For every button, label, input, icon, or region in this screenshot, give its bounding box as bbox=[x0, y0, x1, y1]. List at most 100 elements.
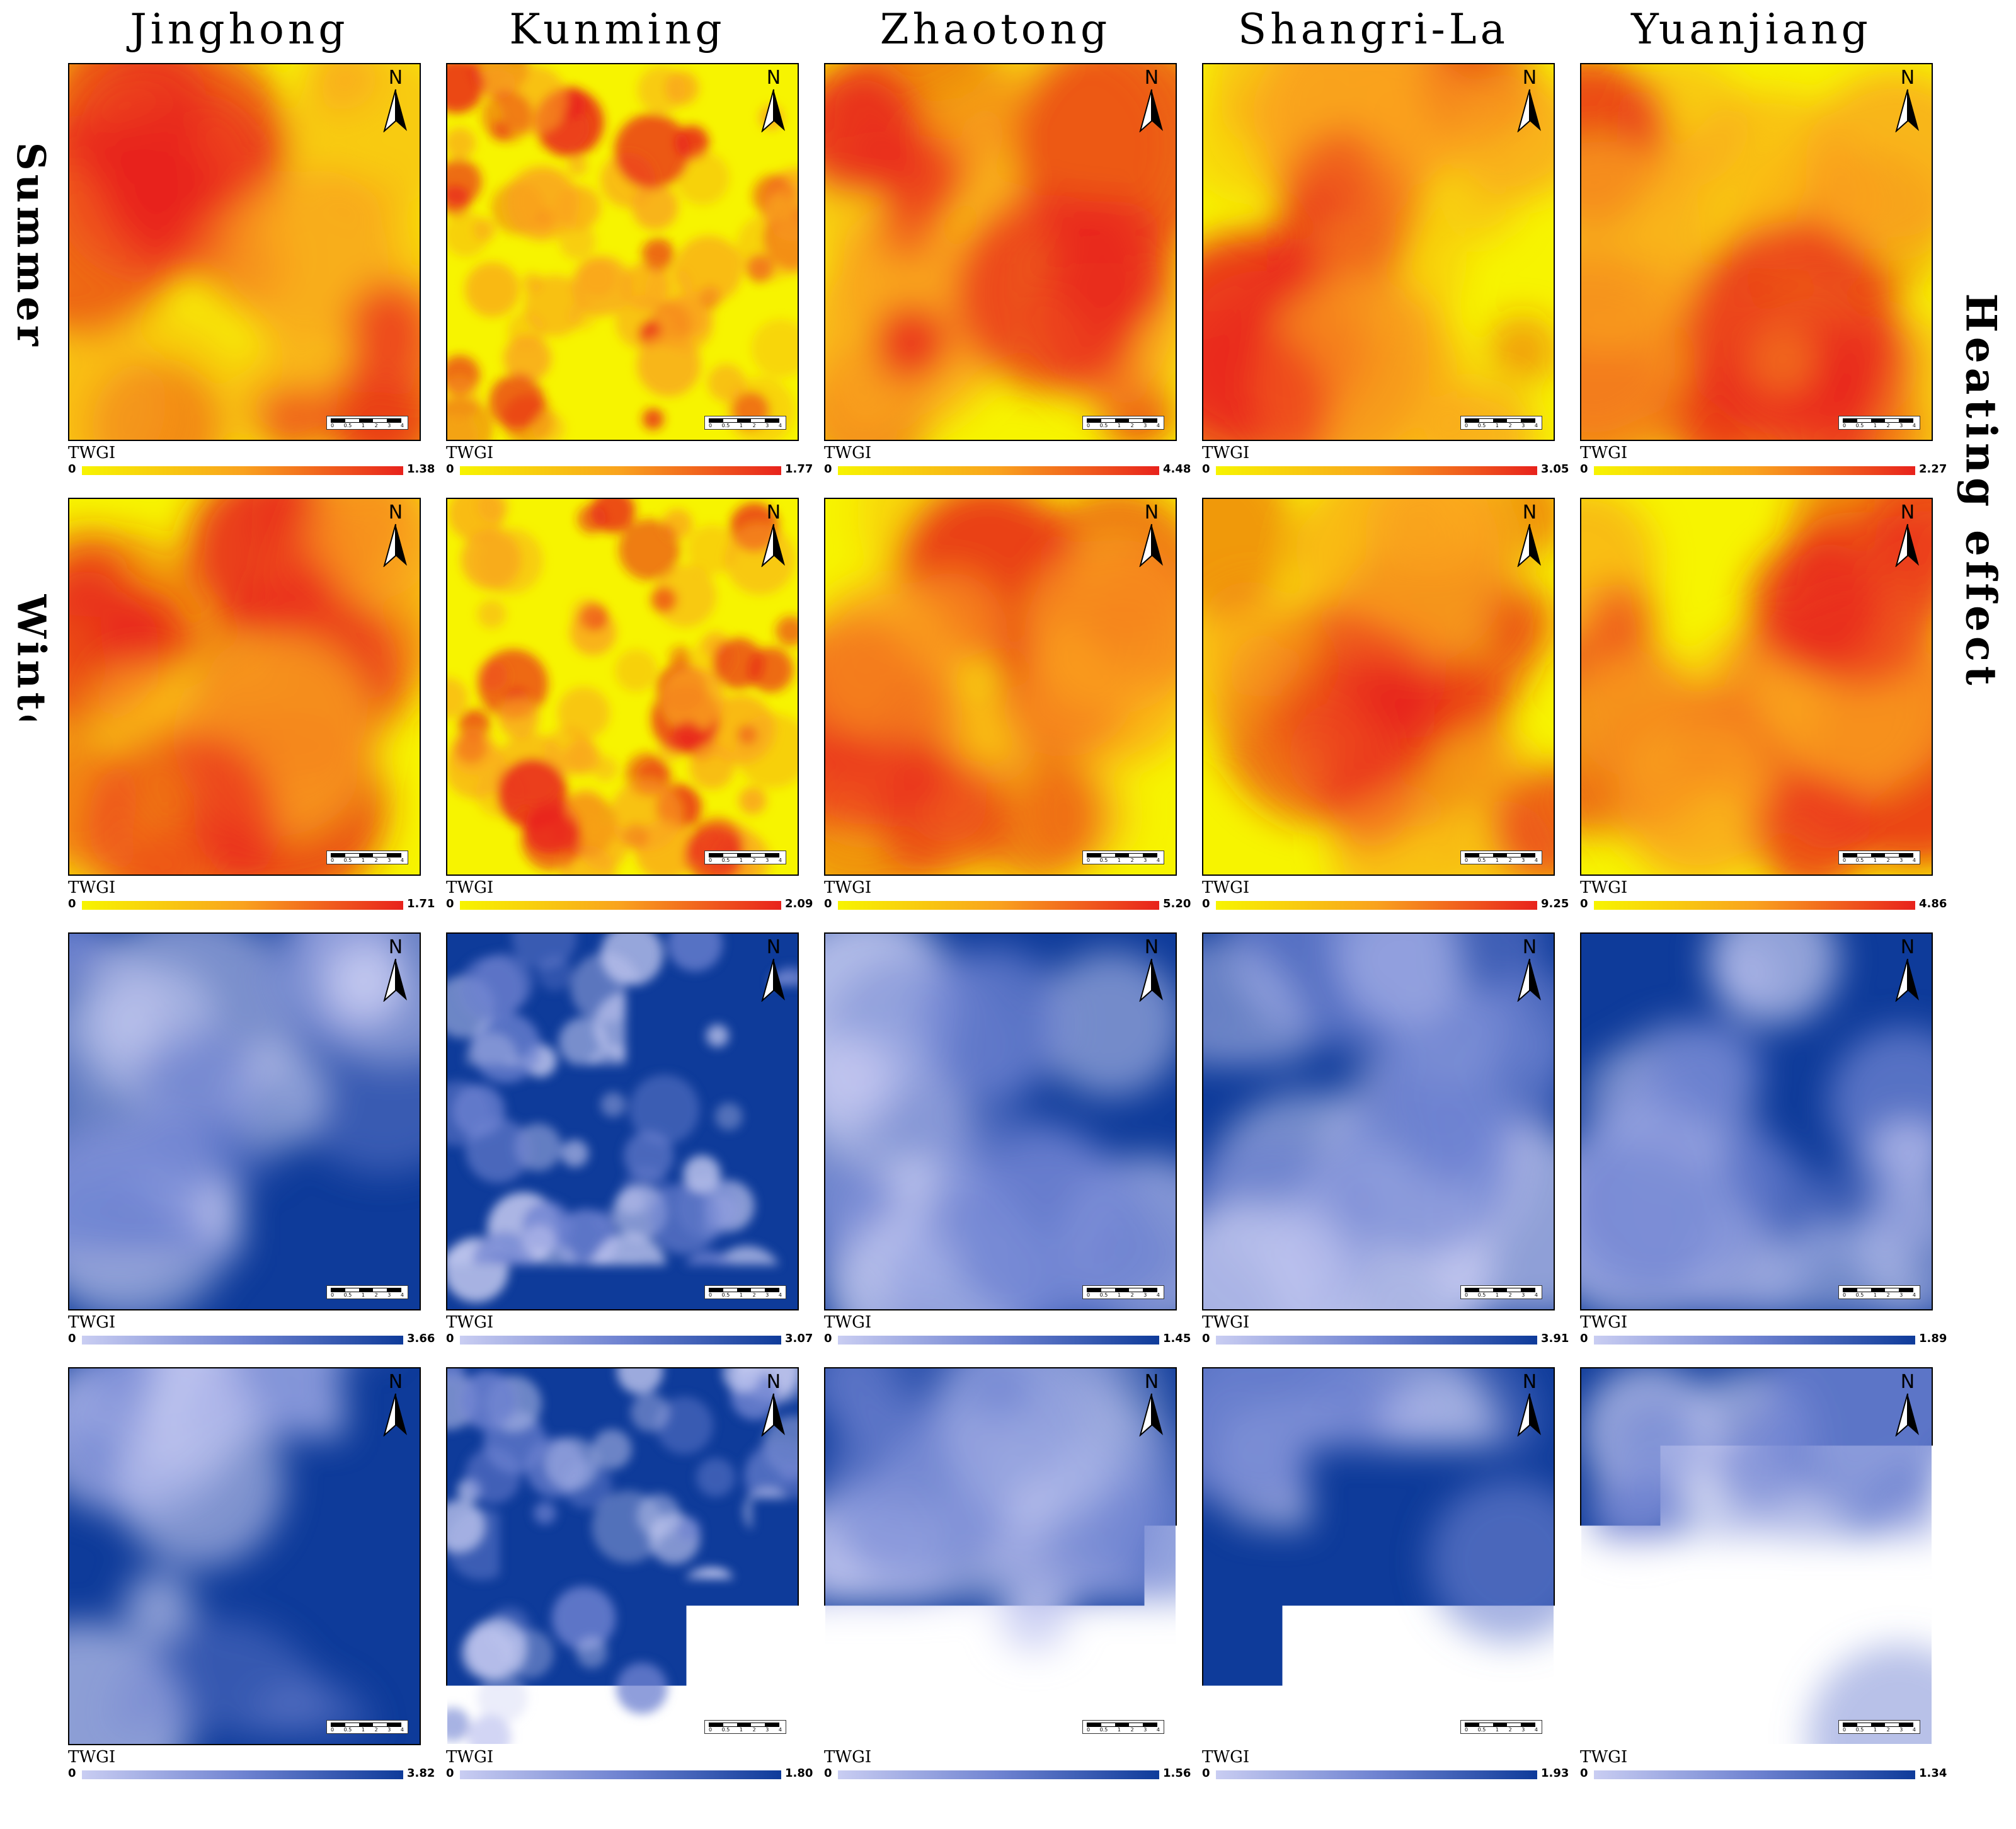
scale-tick-label: 3 bbox=[387, 1727, 391, 1733]
twgi-surface bbox=[825, 1368, 1176, 1744]
scale-tick-label: 0 bbox=[1087, 857, 1090, 863]
legend-color-ramp bbox=[1594, 1770, 1915, 1779]
scale-tick-label: 2 bbox=[1509, 857, 1512, 863]
legend-min: 0 bbox=[1580, 1332, 1588, 1345]
map-panel-jinghong-cooling-summer: N 0 0.5 1 2 3 4 TWGI 0 3.66 bbox=[68, 932, 427, 1310]
north-arrow-icon: N bbox=[1894, 937, 1922, 1007]
scale-tick-label: 1 bbox=[740, 1727, 743, 1733]
scale-tick-label: 1 bbox=[740, 423, 743, 428]
scale-tick-label: 2 bbox=[1509, 423, 1512, 428]
map-frame: N 0 0.5 1 2 3 4 bbox=[1202, 1367, 1555, 1745]
map-panel-jinghong-cooling-winter: N 0 0.5 1 2 3 4 TWGI 0 3.82 bbox=[68, 1367, 427, 1745]
map-panel-kunming-heating-summer: N 0 0.5 1 2 3 4 TWGI 0 1.77 bbox=[446, 63, 805, 441]
scale-tick-label: 1 bbox=[362, 1292, 365, 1298]
scale-tick-label: 4 bbox=[401, 423, 404, 428]
scale-bar: 0 0.5 1 2 3 4 bbox=[704, 416, 786, 430]
scale-bar: 0 0.5 1 2 3 4 bbox=[704, 851, 786, 864]
scale-tick-label: 3 bbox=[1899, 1727, 1903, 1733]
scale-tick-label: 1 bbox=[1118, 423, 1121, 428]
scale-tick-label: 4 bbox=[1535, 1727, 1538, 1733]
legend-color-ramp bbox=[460, 1336, 781, 1345]
twgi-surface bbox=[825, 934, 1176, 1309]
scale-tick-label: 3 bbox=[765, 423, 769, 428]
map-panel-kunming-cooling-winter: N 0 0.5 1 2 3 4 TWGI 0 1.80 bbox=[446, 1367, 805, 1745]
scale-tick-label: 4 bbox=[779, 1292, 782, 1298]
scale-tick-label: 0 bbox=[331, 1292, 334, 1298]
scale-tick-label: 4 bbox=[1157, 1292, 1160, 1298]
scale-tick-label: 1 bbox=[1496, 1292, 1499, 1298]
scale-tick-label: 3 bbox=[1521, 423, 1525, 428]
map-frame: N 0 0.5 1 2 3 4 bbox=[824, 498, 1177, 876]
legend-min: 0 bbox=[446, 1332, 454, 1345]
scale-tick-label: 3 bbox=[1899, 423, 1903, 428]
scale-tick-label: 2 bbox=[753, 1727, 756, 1733]
north-arrow-icon: N bbox=[1516, 937, 1544, 1007]
scale-tick-label: 4 bbox=[1913, 857, 1916, 863]
legend-title: TWGI bbox=[68, 878, 115, 897]
map-frame: N 0 0.5 1 2 3 4 bbox=[1580, 1367, 1933, 1745]
scale-tick-label: 0 bbox=[1465, 857, 1468, 863]
twgi-surface bbox=[825, 64, 1176, 440]
scale-tick-label: 0.5 bbox=[722, 857, 730, 863]
legend-max: 1.34 bbox=[1919, 1767, 1947, 1780]
scale-tick-label: 0.5 bbox=[1478, 857, 1486, 863]
scale-tick-label: 3 bbox=[765, 1727, 769, 1733]
north-arrow-icon: N bbox=[1138, 503, 1166, 572]
scale-bar: 0 0.5 1 2 3 4 bbox=[1460, 1285, 1542, 1299]
map-frame: N 0 0.5 1 2 3 4 bbox=[1580, 498, 1933, 876]
legend-color-ramp bbox=[838, 1770, 1159, 1779]
scale-tick-label: 2 bbox=[753, 423, 756, 428]
scale-tick-label: 0.5 bbox=[1100, 1292, 1108, 1298]
legend-max: 1.56 bbox=[1163, 1767, 1191, 1780]
legend-title: TWGI bbox=[446, 878, 493, 897]
scale-tick-label: 3 bbox=[1143, 857, 1147, 863]
map-frame: N 0 0.5 1 2 3 4 bbox=[68, 1367, 421, 1745]
scale-tick-label: 0.5 bbox=[344, 423, 352, 428]
scale-tick-label: 1 bbox=[1874, 857, 1877, 863]
legend-title: TWGI bbox=[1202, 878, 1249, 897]
twgi-surface bbox=[1581, 64, 1932, 440]
scale-tick-label: 0 bbox=[709, 857, 712, 863]
scale-tick-label: 1 bbox=[740, 1292, 743, 1298]
scale-bar: 0 0.5 1 2 3 4 bbox=[1838, 416, 1920, 430]
north-arrow-icon: N bbox=[1516, 68, 1544, 137]
scale-tick-label: 2 bbox=[1131, 423, 1134, 428]
twgi-surface bbox=[69, 499, 420, 874]
scale-tick-label: 0 bbox=[1465, 1292, 1468, 1298]
heating-effect-label: Heating effect bbox=[1947, 57, 2016, 926]
legend-color-ramp bbox=[1216, 1770, 1537, 1779]
scale-tick-label: 0.5 bbox=[722, 1727, 730, 1733]
legend-color-ramp bbox=[82, 1770, 403, 1779]
map-panel-shangri-la-heating-winter: N 0 0.5 1 2 3 4 TWGI 0 9.25 bbox=[1202, 498, 1561, 876]
scale-tick-label: 1 bbox=[1874, 1727, 1877, 1733]
map-frame: N 0 0.5 1 2 3 4 bbox=[446, 1367, 799, 1745]
scale-tick-label: 4 bbox=[1535, 1292, 1538, 1298]
legend-max: 4.48 bbox=[1163, 462, 1191, 476]
scale-tick-label: 2 bbox=[375, 857, 378, 863]
twgi-surface bbox=[1581, 1368, 1932, 1744]
north-arrow-icon: N bbox=[1516, 1372, 1544, 1442]
row-label-cooling-summer: Summer bbox=[0, 939, 63, 1292]
map-frame: N 0 0.5 1 2 3 4 bbox=[68, 498, 421, 876]
scale-bar: 0 0.5 1 2 3 4 bbox=[704, 1285, 786, 1299]
scale-tick-label: 0 bbox=[1087, 423, 1090, 428]
north-arrow-icon: N bbox=[1138, 937, 1166, 1007]
legend-max: 1.38 bbox=[407, 462, 435, 476]
scale-tick-label: 4 bbox=[1913, 1292, 1916, 1298]
row-label-cooling-winter: Winter bbox=[0, 1373, 63, 1726]
map-frame: N 0 0.5 1 2 3 4 bbox=[1202, 498, 1555, 876]
legend-title: TWGI bbox=[1580, 444, 1627, 462]
scale-tick-label: 1 bbox=[1118, 1292, 1121, 1298]
scale-tick-label: 4 bbox=[401, 1727, 404, 1733]
scale-tick-label: 0 bbox=[331, 423, 334, 428]
map-frame: N 0 0.5 1 2 3 4 bbox=[824, 63, 1177, 441]
scale-tick-label: 0.5 bbox=[1478, 1292, 1486, 1298]
north-arrow-icon: N bbox=[1138, 1372, 1166, 1442]
twgi-surface bbox=[447, 1368, 798, 1744]
scale-tick-label: 1 bbox=[1496, 423, 1499, 428]
scale-tick-label: 2 bbox=[753, 1292, 756, 1298]
scale-tick-label: 4 bbox=[401, 1292, 404, 1298]
scale-tick-label: 0 bbox=[1465, 1727, 1468, 1733]
scale-tick-label: 3 bbox=[1521, 857, 1525, 863]
scale-bar: 0 0.5 1 2 3 4 bbox=[326, 1285, 408, 1299]
